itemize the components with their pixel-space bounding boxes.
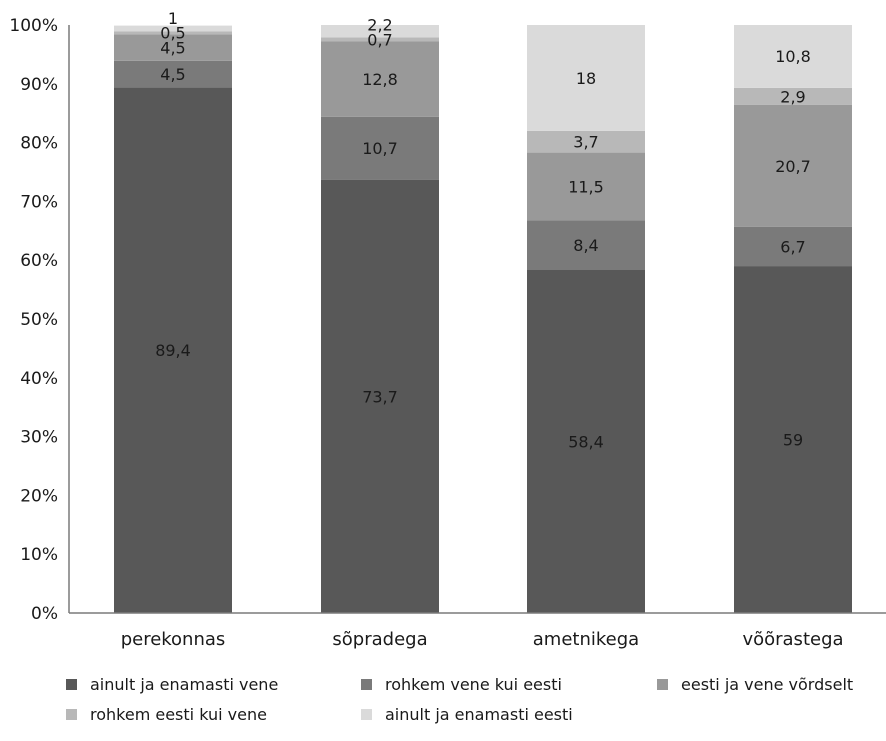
legend-label: ainult ja enamasti vene bbox=[90, 675, 279, 694]
legend: ainult ja enamasti vene rohkem vene kui … bbox=[0, 672, 886, 732]
y-tick-label: 90% bbox=[20, 75, 58, 95]
y-tick-label: 30% bbox=[20, 428, 58, 448]
data-label: 12,8 bbox=[362, 70, 398, 89]
bar-segment bbox=[734, 266, 852, 613]
y-tick-label: 70% bbox=[20, 192, 58, 212]
bar-segment bbox=[734, 87, 852, 105]
legend-swatch bbox=[66, 709, 77, 720]
bar-segment bbox=[321, 116, 439, 180]
bar-segment bbox=[734, 104, 852, 227]
data-label: 1 bbox=[168, 9, 178, 28]
data-label: 18 bbox=[576, 69, 596, 88]
bar-segment bbox=[321, 37, 439, 42]
bar-segment bbox=[321, 41, 439, 117]
y-tick-label: 50% bbox=[20, 310, 58, 330]
y-tick-label: 80% bbox=[20, 134, 58, 154]
data-label: 4,5 bbox=[160, 65, 185, 84]
data-label: 2,9 bbox=[780, 87, 805, 106]
legend-item: ainult ja enamasti eesti bbox=[361, 705, 573, 724]
data-label: 3,7 bbox=[573, 133, 598, 152]
x-category-label: ametnikega bbox=[533, 629, 639, 650]
data-label: 73,7 bbox=[362, 387, 398, 406]
stacked-bar-chart: 0% 10% 20% 30% 40% 50% 60% 70% 80% 90% 100% 89,4 4,… bbox=[9, 9, 886, 650]
bar-segment bbox=[734, 25, 852, 88]
y-tick-label: 10% bbox=[20, 545, 58, 565]
legend-item: eesti ja vene võrdselt bbox=[657, 675, 853, 694]
data-label: 8,4 bbox=[573, 236, 598, 255]
legend-item: rohkem vene kui eesti bbox=[361, 675, 562, 694]
legend-swatch bbox=[361, 679, 372, 690]
data-label: 4,5 bbox=[160, 39, 185, 58]
legend-swatch bbox=[657, 679, 668, 690]
legend-item: ainult ja enamasti vene bbox=[66, 675, 278, 694]
legend-label: ainult ja enamasti eesti bbox=[385, 705, 573, 724]
bar-segment bbox=[527, 152, 645, 221]
legend-label: eesti ja vene võrdselt bbox=[681, 675, 854, 694]
legend-swatch bbox=[361, 709, 372, 720]
bar-segment bbox=[321, 179, 439, 614]
x-category-label: perekonnas bbox=[121, 629, 226, 650]
data-label: 11,5 bbox=[568, 177, 604, 196]
data-label: 0,5 bbox=[160, 24, 185, 43]
y-tick-label: 60% bbox=[20, 251, 58, 271]
legend-item: rohkem eesti kui vene bbox=[66, 705, 267, 724]
bar-segment bbox=[734, 226, 852, 267]
y-tick-label: 100% bbox=[9, 16, 58, 36]
bar-segment bbox=[527, 25, 645, 131]
data-label: 0,7 bbox=[367, 30, 392, 49]
bar-segment bbox=[527, 220, 645, 270]
bar-segment bbox=[114, 34, 232, 61]
bar-segment bbox=[114, 60, 232, 88]
y-tick-label: 20% bbox=[20, 486, 58, 506]
data-label: 2,2 bbox=[367, 15, 392, 34]
bar-segment bbox=[321, 25, 439, 38]
bar-segment bbox=[527, 130, 645, 153]
x-category-label: võõrastega bbox=[742, 629, 843, 650]
bar-segment bbox=[114, 31, 232, 35]
data-label: 10,7 bbox=[362, 139, 398, 158]
legend-label: rohkem vene kui eesti bbox=[385, 675, 562, 694]
data-label: 10,8 bbox=[775, 47, 811, 66]
data-label: 89,4 bbox=[155, 341, 191, 360]
x-category-label: sõpradega bbox=[332, 629, 427, 650]
data-label: 58,4 bbox=[568, 432, 604, 451]
data-label: 59 bbox=[783, 431, 803, 450]
data-label: 6,7 bbox=[780, 237, 805, 256]
data-label: 20,7 bbox=[775, 157, 811, 176]
legend-label: rohkem eesti kui vene bbox=[90, 705, 267, 724]
bar-segment bbox=[114, 87, 232, 613]
y-tick-label: 40% bbox=[20, 369, 58, 389]
y-tick-label: 0% bbox=[31, 604, 58, 624]
bar-segment bbox=[114, 25, 232, 32]
bar-segment bbox=[527, 269, 645, 613]
legend-swatch bbox=[66, 679, 77, 690]
